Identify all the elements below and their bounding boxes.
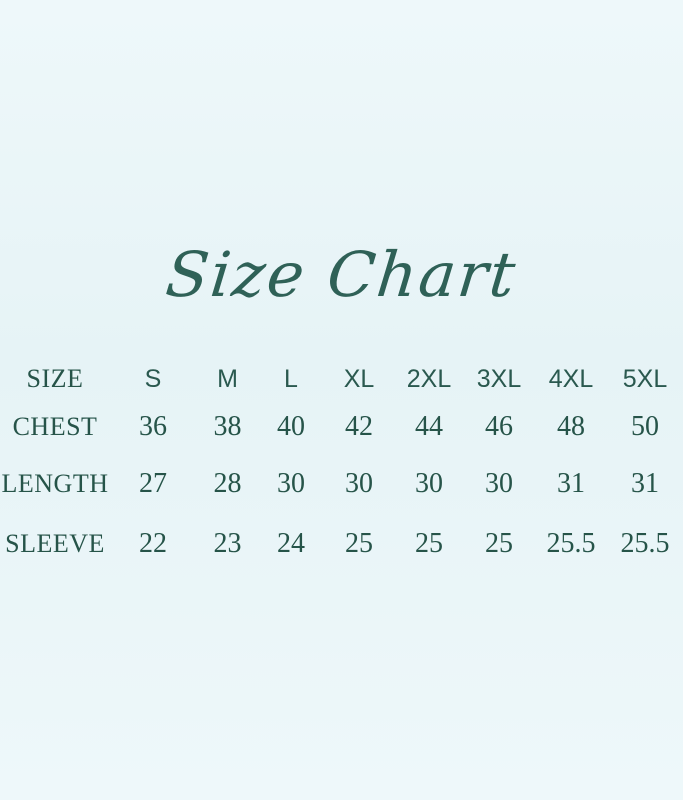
measurement-cell: 25.5 (546, 528, 596, 559)
size-cell: 4XL (548, 364, 594, 393)
measurement-cell: 46 (485, 411, 513, 442)
size-table: SIZE S M L XL 2XL 3XL 4XL 5XL CHEST 36 3… (0, 356, 683, 572)
row-label-length: LENGTH (1, 469, 109, 498)
size-cell: 2XL (406, 364, 452, 393)
table-row-chest: CHEST 36 38 40 42 44 46 48 50 (0, 402, 683, 452)
table-row-sleeve: SLEEVE 22 23 24 25 25 25 25.5 25.5 (0, 516, 683, 572)
measurement-cell: 30 (415, 468, 443, 499)
measurement-cell: 36 (139, 411, 167, 442)
measurement-cell: 40 (277, 411, 305, 442)
measurement-cell: 24 (277, 528, 305, 559)
measurement-cell: 23 (213, 528, 242, 559)
measurement-cell: 44 (415, 411, 443, 442)
measurement-cell: 50 (631, 411, 659, 442)
measurement-cell: 27 (139, 468, 167, 499)
size-cell: XL (343, 364, 375, 393)
measurement-cell: 30 (485, 468, 513, 499)
measurement-cell: 25.5 (620, 528, 670, 559)
row-label-chest: CHEST (12, 412, 98, 441)
size-cell: L (284, 364, 298, 393)
row-label-size: SIZE (26, 364, 84, 393)
size-cell: M (217, 364, 238, 393)
measurement-cell: 48 (557, 411, 585, 442)
measurement-cell: 28 (213, 468, 242, 499)
measurement-cell: 30 (345, 468, 373, 499)
measurement-cell: 31 (631, 468, 659, 499)
measurement-cell: 42 (345, 411, 373, 442)
measurement-cell: 25 (485, 528, 513, 559)
measurement-cell: 25 (345, 528, 373, 559)
size-cell: S (144, 364, 162, 393)
measurement-cell: 31 (557, 468, 585, 499)
table-row-length: LENGTH 27 28 30 30 30 30 31 31 (0, 452, 683, 516)
size-cell: 3XL (476, 364, 522, 393)
table-row-size: SIZE S M L XL 2XL 3XL 4XL 5XL (0, 356, 683, 402)
row-label-sleeve: SLEEVE (5, 529, 105, 558)
measurement-cell: 22 (139, 528, 167, 559)
measurement-cell: 38 (213, 411, 242, 442)
measurement-cell: 25 (415, 528, 443, 559)
measurement-cell: 30 (277, 468, 305, 499)
size-cell: 5XL (622, 364, 668, 393)
page-title: Size Chart (162, 238, 521, 311)
